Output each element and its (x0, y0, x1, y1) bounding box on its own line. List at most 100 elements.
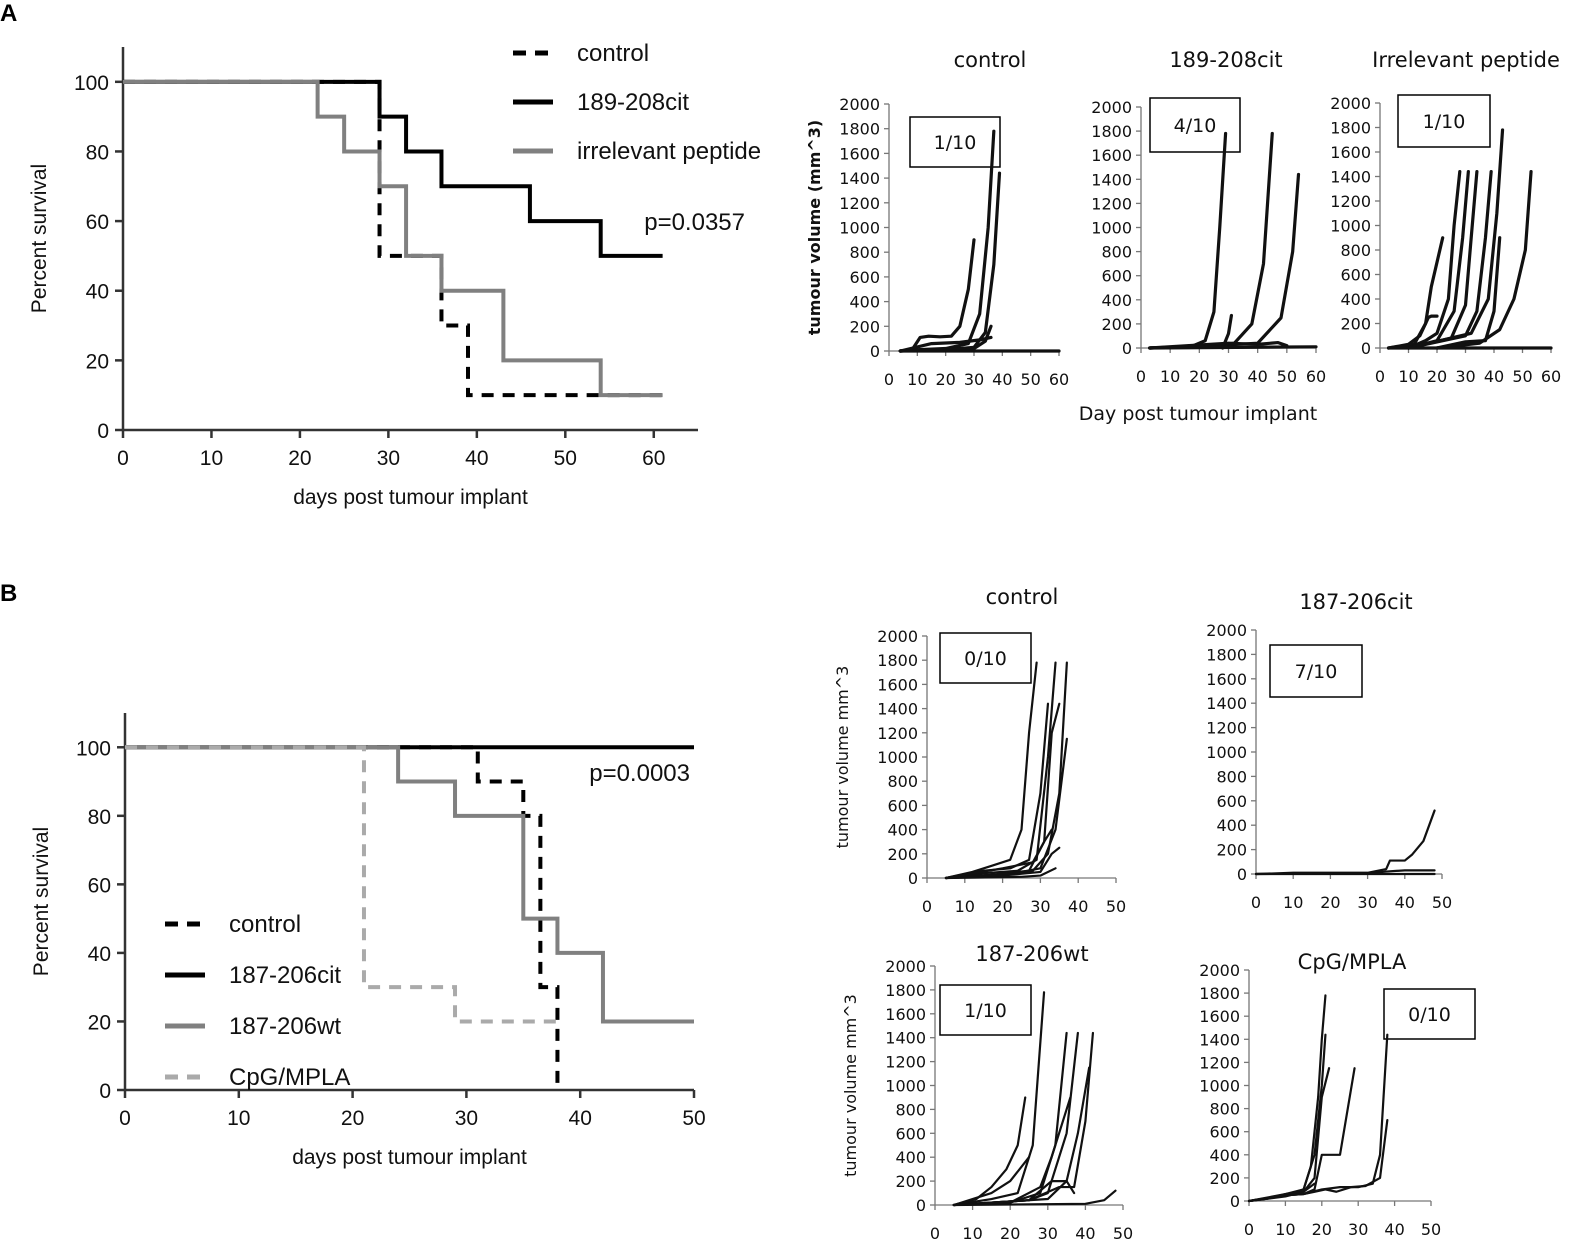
x-tick-label: 40 (1075, 1224, 1095, 1243)
x-tick-label: 50 (1106, 897, 1126, 916)
survival-line-control (125, 745, 560, 1090)
panel-label-a: A (0, 0, 18, 27)
y-tick-label: 800 (1216, 767, 1247, 786)
chart-title: 187-206wt (975, 942, 1088, 966)
y-tick-label: 0 (916, 1196, 926, 1215)
growth-curve (952, 1031, 1068, 1207)
y-tick-label: 1400 (1091, 170, 1132, 189)
y-axis-title: Percent survival (28, 164, 51, 313)
y-tick-label: 1000 (1206, 743, 1247, 762)
growth-curve (952, 1189, 1117, 1207)
y-tick-label: 1800 (1330, 119, 1371, 138)
y-tick-label: 1600 (877, 675, 918, 694)
y-tick-label: 1200 (1091, 194, 1132, 213)
y-tick-label: 1200 (885, 1053, 926, 1072)
survival-line-189-208cit (123, 79, 663, 258)
y-tick-label: 1600 (1330, 143, 1371, 162)
x-tick-label: 50 (682, 1107, 705, 1130)
x-tick-label: 50 (1113, 1224, 1133, 1243)
x-tick-label: 20 (992, 897, 1012, 916)
count-box (1269, 644, 1363, 698)
y-tick-label: 80 (88, 806, 111, 829)
y-tick-label: 200 (1216, 841, 1247, 860)
y-tick-label: 400 (1209, 1146, 1240, 1165)
x-tick-label: 40 (1247, 367, 1267, 386)
growth-curve (944, 867, 1057, 880)
growth-curve (898, 238, 976, 353)
y-tick-label: 800 (887, 772, 918, 791)
y-tick-label: 1600 (1199, 1007, 1240, 1026)
x-tick-label: 0 (884, 370, 894, 389)
y-tick-label: 40 (88, 943, 111, 966)
growth-curve (1148, 340, 1289, 350)
x-tick-label: 60 (1049, 370, 1069, 389)
legend-label: 187-206cit (229, 962, 341, 989)
count-box (909, 116, 1001, 168)
x-tick-label: 10 (962, 1224, 982, 1243)
legend-label: 187-206wt (229, 1013, 341, 1040)
y-tick-label: 1000 (877, 748, 918, 767)
y-axis-title: tumour volume mm^3 (833, 666, 852, 849)
count-box (1383, 988, 1476, 1040)
growth-curve (1148, 131, 1228, 350)
x-axis-title: days post tumour implant (293, 486, 528, 509)
y-tick-label: 0 (1361, 339, 1371, 358)
y-tick-label: 1800 (1206, 645, 1247, 664)
growth-curve (1148, 172, 1301, 350)
y-tick-label: 800 (1340, 241, 1371, 260)
y-axis-title: tumour volume (mm^3) (805, 120, 824, 335)
legend-label: 189-208cit (577, 89, 689, 116)
growth-curve (1386, 236, 1445, 350)
growth-curve (952, 1031, 1079, 1207)
legend-label: control (577, 40, 649, 67)
x-tick-label: 40 (1068, 897, 1088, 916)
y-tick-label: 1200 (839, 194, 880, 213)
y-tick-label: 2000 (839, 95, 880, 114)
y-tick-label: 1600 (1206, 670, 1247, 689)
x-tick-label: 10 (1275, 1220, 1295, 1239)
count-label: 1/10 (934, 132, 977, 154)
legend-label: irrelevant peptide (577, 138, 761, 165)
growth-curve (898, 335, 993, 353)
y-tick-label: 0 (870, 342, 880, 361)
y-tick-label: 2000 (885, 957, 926, 976)
y-tick-label: 200 (849, 317, 880, 336)
y-tick-label: 200 (1209, 1169, 1240, 1188)
x-axis-title: Day post tumour implant (1079, 403, 1317, 425)
x-tick-label: 30 (1348, 1220, 1368, 1239)
survival-line-irrelevant-peptide (123, 79, 663, 398)
y-tick-label: 1800 (1091, 122, 1132, 141)
chart-title: CpG/MPLA (1298, 950, 1407, 974)
y-tick-label: 600 (849, 268, 880, 287)
y-tick-label: 1800 (885, 981, 926, 1000)
growth-curve (952, 991, 1046, 1207)
growth-curve (944, 702, 1061, 880)
x-tick-label: 40 (1384, 1220, 1404, 1239)
y-axis-title: tumour volume mm^3 (841, 994, 860, 1177)
y-tick-label: 2000 (1091, 98, 1132, 117)
chart-title: 187-206cit (1299, 590, 1412, 614)
y-tick-label: 100 (76, 737, 111, 760)
count-label: 7/10 (1295, 661, 1338, 683)
x-tick-label: 10 (907, 370, 927, 389)
x-tick-label: 60 (642, 447, 665, 470)
x-tick-label: 60 (1541, 367, 1561, 386)
growth-curve (1247, 1182, 1316, 1203)
count-label: 0/10 (1408, 1004, 1451, 1026)
growth-curve (952, 1031, 1095, 1207)
x-tick-label: 30 (455, 1107, 478, 1130)
y-tick-label: 800 (1209, 1100, 1240, 1119)
y-tick-label: 800 (849, 243, 880, 262)
growth-curve (944, 828, 1053, 880)
x-tick-label: 50 (1277, 367, 1297, 386)
y-tick-label: 1000 (1091, 219, 1132, 238)
y-tick-label: 1600 (839, 144, 880, 163)
y-tick-label: 1200 (1199, 1053, 1240, 1072)
x-tick-label: 10 (955, 897, 975, 916)
x-tick-label: 40 (1395, 893, 1415, 912)
x-tick-label: 20 (341, 1107, 364, 1130)
y-tick-label: 1400 (877, 700, 918, 719)
y-tick-label: 0 (1230, 1192, 1240, 1211)
count-label: 4/10 (1174, 115, 1217, 137)
